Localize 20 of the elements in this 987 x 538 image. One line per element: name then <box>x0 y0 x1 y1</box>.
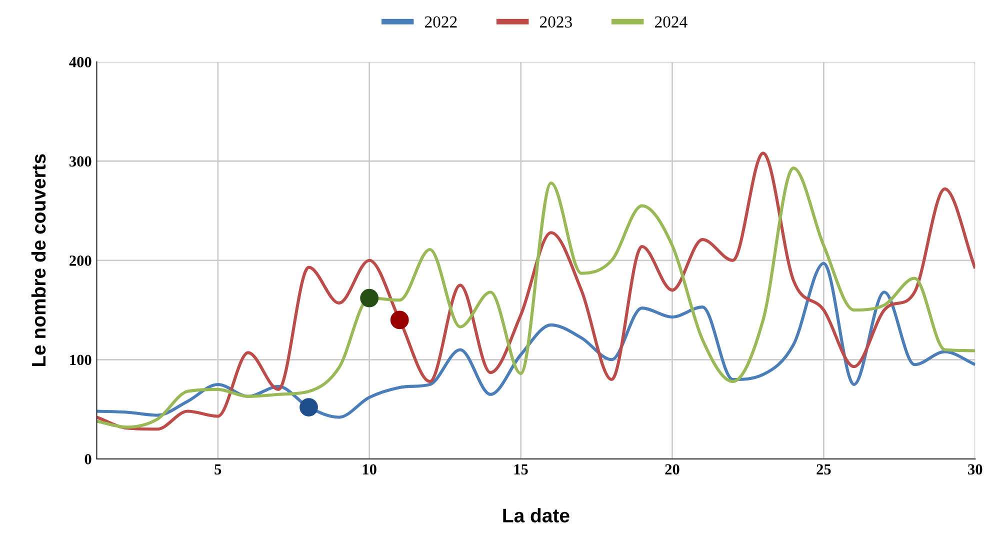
x-tick-label: 20 <box>665 464 680 475</box>
x-axis-title: La date <box>503 508 570 522</box>
line-series <box>96 262 976 419</box>
point <box>300 398 318 416</box>
x-tick-label: 10 <box>362 464 376 475</box>
y-tick-label: 100 <box>70 354 92 366</box>
legend-label: 2024 <box>655 16 688 28</box>
y-tick-label: 0 <box>84 454 92 464</box>
point <box>360 288 379 308</box>
x-tick-label: 25 <box>816 464 831 475</box>
y-tick-label: 300 <box>70 156 92 167</box>
legend-label: 2023 <box>540 16 572 28</box>
x-tick-label: 15 <box>514 464 528 475</box>
x-tick-label: 5 <box>214 464 222 475</box>
legend-label: 2022 <box>425 16 457 28</box>
y-tick-label: 200 <box>70 256 92 266</box>
y-tick-label: 400 <box>69 57 92 68</box>
y-axis-title: Le nombre de couverts <box>31 154 46 366</box>
x-tick-label: 30 <box>968 464 982 475</box>
point <box>390 310 409 330</box>
